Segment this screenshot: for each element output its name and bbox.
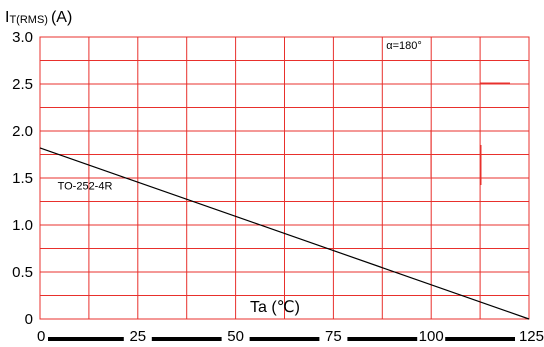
y-axis-label: IT(RMS) (A) bbox=[5, 9, 72, 26]
y-tick-label: 3.0 bbox=[12, 29, 33, 46]
x-tick-label: 50 bbox=[227, 328, 244, 345]
y-axis-label-main: I bbox=[5, 9, 9, 26]
y-axis-label-unit: (A) bbox=[51, 9, 72, 26]
y-tick-labels: 0 0.5 1.0 1.5 2.0 2.5 3.0 bbox=[12, 29, 33, 328]
x-tick-label: 75 bbox=[325, 328, 342, 345]
y-tick-label: 1.0 bbox=[12, 217, 33, 234]
y-tick-label: 2.0 bbox=[12, 123, 33, 140]
x-tick-label: 125 bbox=[519, 328, 544, 345]
annotation-alpha: α=180° bbox=[386, 40, 422, 52]
annotation-package: TO-252-4R bbox=[58, 180, 113, 192]
series-lines bbox=[39, 147, 530, 320]
x-tick-labels: 0 25 50 75 100 125 bbox=[37, 328, 544, 345]
plot-frame bbox=[39, 36, 530, 320]
x-axis-label: Ta (℃) bbox=[250, 299, 300, 316]
derating-line bbox=[39, 147, 530, 320]
x-tick-label: 100 bbox=[419, 328, 444, 345]
x-tick-label: 25 bbox=[129, 328, 146, 345]
grid bbox=[40, 37, 529, 319]
y-tick-label: 1.5 bbox=[12, 170, 33, 187]
y-tick-label: 0 bbox=[25, 311, 33, 328]
y-axis-label-sub: T(RMS) bbox=[9, 14, 48, 26]
y-tick-label: 0.5 bbox=[12, 264, 33, 281]
y-tick-label: 2.5 bbox=[12, 76, 33, 93]
x-tick-label: 0 bbox=[37, 328, 45, 345]
